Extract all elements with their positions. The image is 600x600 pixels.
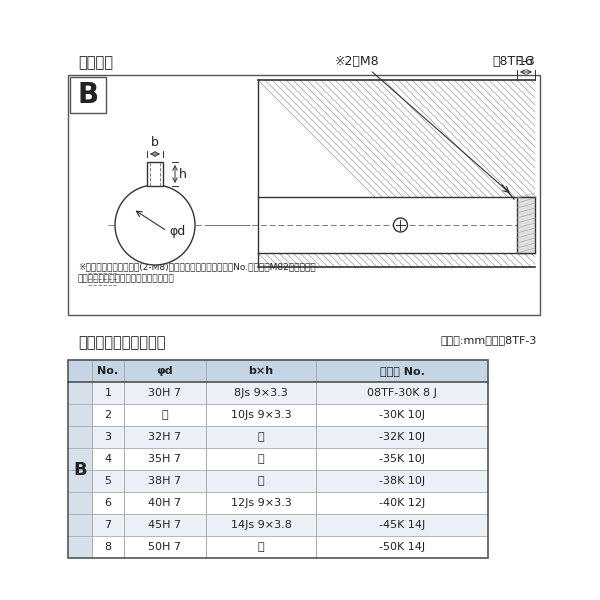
Bar (92, 382, 488, 404)
Text: 5: 5 (104, 476, 112, 486)
Text: 8Js 9×3.3: 8Js 9×3.3 (234, 388, 288, 398)
Bar (92, 426, 488, 448)
Text: 図8TF-3: 図8TF-3 (492, 55, 535, 68)
Text: b×h: b×h (248, 366, 274, 376)
Text: 30H 7: 30H 7 (149, 388, 182, 398)
Text: -50K 14J: -50K 14J (379, 542, 425, 552)
Text: 12Js 9×3.3: 12Js 9×3.3 (230, 498, 292, 508)
Bar (92, 360, 488, 382)
Text: B: B (77, 81, 98, 109)
Text: 8: 8 (104, 542, 112, 552)
Text: 16: 16 (518, 55, 534, 68)
Circle shape (115, 185, 195, 265)
Text: 軸穴形状コード一覧表: 軸穴形状コード一覧表 (78, 335, 166, 350)
Bar (92, 514, 488, 536)
Bar (92, 404, 488, 426)
Bar (92, 492, 488, 514)
Text: コード No.: コード No. (380, 366, 424, 376)
Text: -35K 10J: -35K 10J (379, 454, 425, 464)
Text: 14Js 9×3.8: 14Js 9×3.8 (230, 520, 292, 530)
Text: 1: 1 (104, 388, 112, 398)
Bar (92, 448, 488, 470)
Text: 45H 7: 45H 7 (148, 520, 182, 530)
Bar (92, 470, 488, 492)
Text: h: h (179, 167, 187, 181)
Bar (92, 536, 488, 558)
Text: 2: 2 (104, 410, 112, 420)
Text: 10Js 9×3.3: 10Js 9×3.3 (230, 410, 292, 420)
Text: B: B (73, 461, 87, 479)
Text: 7: 7 (104, 520, 112, 530)
Circle shape (394, 218, 407, 232)
Text: 』: 』 (257, 476, 265, 486)
Text: No.: No. (97, 366, 119, 376)
Bar (147, 162, 163, 186)
Bar (258, 197, 535, 253)
Text: 3: 3 (104, 432, 112, 442)
Text: -40K 12J: -40K 12J (379, 498, 425, 508)
Text: φd: φd (169, 224, 185, 238)
Text: 32H 7: 32H 7 (148, 432, 182, 442)
Text: 』: 』 (161, 410, 169, 420)
Text: φd: φd (157, 366, 173, 376)
Text: 35H 7: 35H 7 (149, 454, 182, 464)
Text: 』: 』 (257, 432, 265, 442)
Text: 38H 7: 38H 7 (148, 476, 182, 486)
Text: 40H 7: 40H 7 (148, 498, 182, 508)
Text: ※セットボルト用タップ(2-M8)が必要な場合は右記コードNo.の末尾にM82を付ける。: ※セットボルト用タップ(2-M8)が必要な場合は右記コードNo.の末尾にM82を… (78, 262, 316, 271)
Text: -30K 10J: -30K 10J (379, 410, 425, 420)
Text: b: b (151, 136, 159, 149)
Text: -45K 14J: -45K 14J (379, 520, 425, 530)
Text: -32K 10J: -32K 10J (379, 432, 425, 442)
Bar (68, 382, 92, 558)
Text: 』: 』 (257, 542, 265, 552)
Bar (68, 75, 540, 315)
Text: （セットボルトは付属されています。）: （セットボルトは付属されています。） (78, 274, 175, 283)
Text: 6: 6 (104, 498, 112, 508)
Bar (68, 360, 488, 558)
Text: 08TF-30K 8 J: 08TF-30K 8 J (367, 388, 437, 398)
Bar (70, 77, 106, 113)
Text: ※2－M8: ※2－M8 (335, 55, 380, 68)
Bar (68, 360, 92, 382)
Text: （単位:mm）　袆8TF-3: （単位:mm） 袆8TF-3 (440, 335, 537, 345)
Bar (517, 197, 535, 253)
Text: 50H 7: 50H 7 (149, 542, 182, 552)
Text: 軸穴形状: 軸穴形状 (78, 55, 113, 70)
Text: 4: 4 (104, 454, 112, 464)
Text: -38K 10J: -38K 10J (379, 476, 425, 486)
Text: 』: 』 (257, 454, 265, 464)
